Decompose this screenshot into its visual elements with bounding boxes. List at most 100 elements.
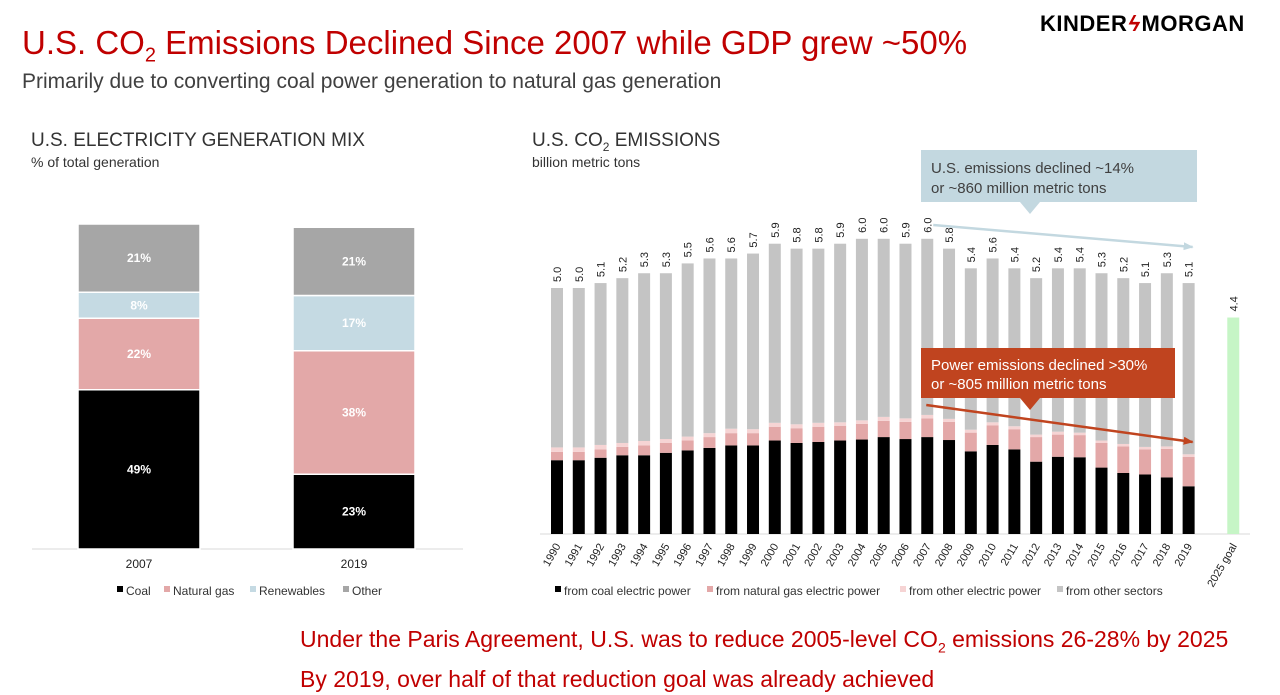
emissions-bar-from-other-sectors-1997 <box>703 258 716 434</box>
mix-label-renewables-2007: 8% <box>130 298 148 312</box>
emissions-bar-from-other-electric-power-2015 <box>1095 440 1108 443</box>
emissions-bar-from-natural-gas-electric-power-1998 <box>725 433 738 446</box>
emissions-total-label-1999: 5.7 <box>748 232 760 247</box>
mix-legend-natural-gas: Natural gas <box>173 584 234 598</box>
emissions-category-goal: 2025 goal <box>1205 542 1240 590</box>
emissions-bar-from-coal-electric-power-2007 <box>921 437 934 534</box>
emissions-bar-from-other-sectors-2001 <box>790 248 803 425</box>
emissions-bar-from-natural-gas-electric-power-2000 <box>768 426 781 441</box>
emissions-total-label-1994: 5.3 <box>639 252 651 267</box>
emissions-bar-from-coal-electric-power-2011 <box>1008 449 1021 534</box>
emissions-category-1992: 1992 <box>585 542 608 569</box>
emissions-bar-from-other-electric-power-2016 <box>1117 443 1130 447</box>
emissions-bar-from-natural-gas-electric-power-1996 <box>681 440 694 451</box>
emissions-bar-from-other-electric-power-1993 <box>616 442 629 447</box>
footer-note: Under the Paris Agreement, U.S. was to r… <box>300 624 1228 695</box>
emissions-bar-from-other-electric-power-1994 <box>638 441 651 446</box>
emissions-category-1994: 1994 <box>628 542 651 569</box>
emissions-bar-from-natural-gas-electric-power-1999 <box>747 433 760 446</box>
emissions-unit: billion metric tons <box>532 154 641 170</box>
emissions-total-label-2001: 5.8 <box>792 227 804 242</box>
emissions-bar-from-natural-gas-electric-power-1992 <box>594 449 607 458</box>
emissions-bar-from-other-electric-power-2010 <box>986 422 999 426</box>
emissions-bar-from-other-electric-power-1990 <box>551 447 563 452</box>
emissions-bar-from-other-sectors-1991 <box>572 288 585 448</box>
emissions-bar-from-coal-electric-power-2010 <box>986 444 999 534</box>
emissions-total-label-2012: 5.2 <box>1031 257 1043 272</box>
emissions-category-2009: 2009 <box>955 542 978 569</box>
total-callout-box <box>921 150 1197 214</box>
emissions-bar-from-natural-gas-electric-power-2009 <box>964 432 977 452</box>
emissions-bar-from-coal-electric-power-1990 <box>551 460 563 534</box>
emissions-category-1991: 1991 <box>563 542 586 569</box>
emissions-total-label-2007: 6.0 <box>922 218 934 233</box>
emissions-bar-from-other-sectors-2005 <box>877 238 890 417</box>
emissions-total-label-2016: 5.2 <box>1118 257 1130 272</box>
emissions-category-1997: 1997 <box>693 542 716 569</box>
emissions-bar-from-coal-electric-power-1992 <box>594 457 607 534</box>
emissions-bar-from-other-sectors-1992 <box>594 283 607 445</box>
mix-bar-natural-gas-2019 <box>292 350 416 475</box>
emissions-bar-from-natural-gas-electric-power-2001 <box>790 428 803 443</box>
emissions-title: U.S. CO2 EMISSIONS <box>532 130 720 154</box>
emissions-bar-from-other-electric-power-2004 <box>855 420 868 424</box>
emissions-total-label-2019: 5.1 <box>1184 262 1196 277</box>
mix-bar-coal-2007 <box>77 389 201 550</box>
emissions-category-2015: 2015 <box>1085 542 1108 569</box>
mix-label-renewables-2019: 17% <box>342 316 366 330</box>
emissions-title-post: EMISSIONS <box>609 130 721 151</box>
emissions-bar-from-coal-electric-power-2001 <box>790 442 803 534</box>
total-callout-line-2: or ~860 million metric tons <box>931 180 1107 197</box>
emissions-category-2008: 2008 <box>933 542 956 569</box>
emissions-bar-from-other-electric-power-2008 <box>943 418 956 422</box>
emissions-category-2011: 2011 <box>999 542 1021 568</box>
emissions-bar-from-coal-electric-power-2006 <box>899 439 912 534</box>
emissions-bar-from-coal-electric-power-2009 <box>964 451 977 534</box>
emissions-bar-from-other-electric-power-2001 <box>790 424 803 429</box>
emissions-bar-from-other-sectors-1990 <box>551 288 563 448</box>
emissions-total-label-2014: 5.4 <box>1075 247 1087 262</box>
emissions-category-2006: 2006 <box>889 542 912 569</box>
emissions-bar-from-coal-electric-power-1995 <box>659 452 672 534</box>
emissions-bar-from-other-sectors-2011 <box>1008 268 1021 427</box>
emissions-bar-from-other-electric-power-2009 <box>964 429 977 433</box>
emissions-bar-from-other-electric-power-2000 <box>768 422 781 427</box>
mix-bar-other-2019 <box>292 226 416 297</box>
mix-category-2007: 2007 <box>126 557 153 571</box>
emissions-total-label-1992: 5.1 <box>596 262 608 277</box>
emissions-bar-from-natural-gas-electric-power-2004 <box>855 423 868 440</box>
emissions-bar-from-natural-gas-electric-power-2015 <box>1095 442 1108 468</box>
emissions-bar-from-other-electric-power-1996 <box>681 436 694 441</box>
emissions-category-2016: 2016 <box>1107 542 1130 569</box>
emissions-bar-from-other-sectors-2003 <box>834 243 847 423</box>
mix-legend-swatch-renewables <box>250 586 256 592</box>
emissions-bar-from-natural-gas-electric-power-2019 <box>1182 456 1195 487</box>
emissions-bar-from-other-electric-power-1999 <box>747 429 760 434</box>
emissions-bar-from-other-electric-power-2014 <box>1073 432 1086 436</box>
mix-bar-renewables-2007 <box>77 291 201 319</box>
emissions-legend-swatch-from-other-electric-power <box>900 586 906 592</box>
emissions-bar-from-other-electric-power-1992 <box>594 444 607 450</box>
power-callout-line-2: or ~805 million metric tons <box>931 376 1107 393</box>
emissions-category-2003: 2003 <box>824 542 847 569</box>
mix-legend-swatch-natural-gas <box>164 586 170 592</box>
emissions-bar-from-other-sectors-2000 <box>768 243 781 423</box>
emissions-total-label-2006: 5.9 <box>900 222 912 237</box>
emissions-legend-from-other-sectors: from other sectors <box>1066 584 1163 598</box>
emissions-legend-swatch-from-other-sectors <box>1057 586 1063 592</box>
emissions-category-1990: 1990 <box>541 542 564 569</box>
emissions-bar-from-coal-electric-power-1996 <box>681 450 694 534</box>
emissions-bar-from-other-electric-power-2018 <box>1160 446 1173 449</box>
mix-legend-renewables: Renewables <box>259 584 325 598</box>
emissions-total-label-1993: 5.2 <box>617 257 629 272</box>
emissions-bar-from-other-electric-power-2011 <box>1008 426 1021 430</box>
emissions-category-2002: 2002 <box>802 542 825 569</box>
mix-bar-coal-2019 <box>292 473 416 550</box>
emissions-category-2010: 2010 <box>977 542 1000 569</box>
emissions-category-2005: 2005 <box>868 542 891 569</box>
emissions-total-label-2000: 5.9 <box>770 222 782 237</box>
emissions-title-sub: 2 <box>602 139 610 154</box>
mix-label-coal-2019: 23% <box>342 505 366 519</box>
emissions-category-2017: 2017 <box>1129 542 1152 569</box>
emissions-bar-from-natural-gas-electric-power-1991 <box>572 451 585 461</box>
